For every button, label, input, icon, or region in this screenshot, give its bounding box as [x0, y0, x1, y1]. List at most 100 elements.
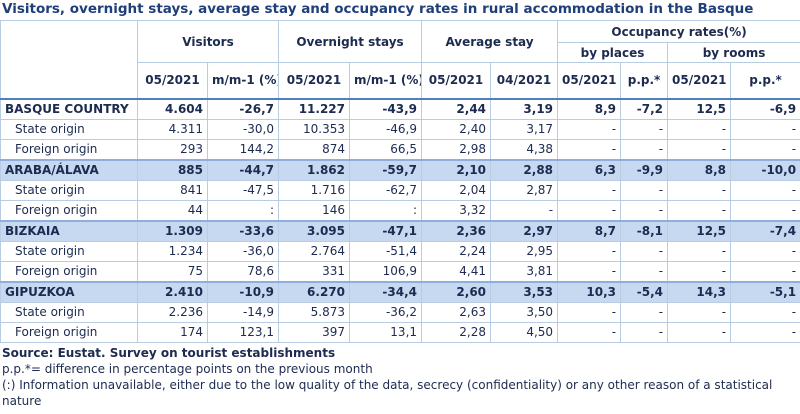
column-header: m/m-1 (%)	[207, 62, 279, 99]
cell: -14,9	[207, 301, 279, 323]
cell: 3,32	[421, 199, 492, 221]
column-header: m/m-1 (%)	[348, 62, 423, 99]
cell: -36,2	[348, 301, 423, 323]
cell: -44,7	[207, 158, 279, 181]
row-label: State origin	[0, 301, 138, 323]
cell: 2,88	[490, 158, 559, 181]
cell: 3,19	[490, 97, 559, 120]
section-row: ARABA/ÁLAVA 885 -44,7 1.862 -59,7 2,10 2,88 6,3…	[0, 158, 800, 181]
cell: 2,04	[421, 179, 492, 201]
cell: 6.270	[278, 280, 350, 303]
footnote: p.p.*= difference in percentage points o…	[2, 361, 373, 376]
cell: -	[667, 138, 732, 160]
cell: 1.862	[278, 158, 350, 181]
column-header: 05/2021	[557, 62, 622, 99]
cell: -	[667, 321, 732, 343]
cell: -	[620, 321, 669, 343]
cell: -26,7	[207, 97, 279, 120]
row-label: Foreign origin	[0, 321, 138, 343]
cell: 2,40	[421, 118, 492, 140]
subgroup-header: by places	[557, 42, 669, 63]
cell: 2,97	[490, 219, 559, 242]
cell: 123,1	[207, 321, 279, 343]
cell: -	[620, 118, 669, 140]
cell: 293	[137, 138, 208, 160]
cell: -	[557, 199, 622, 221]
cell: 12,5	[667, 97, 732, 120]
cell: 8,8	[667, 158, 732, 181]
cell: -10,0	[730, 158, 800, 181]
cell: 174	[137, 321, 208, 343]
cell: 2,98	[421, 138, 492, 160]
corner	[0, 20, 138, 99]
cell: 106,9	[348, 260, 423, 282]
cell: -	[730, 138, 800, 160]
subgroup-header: by rooms	[667, 42, 800, 63]
cell: -	[620, 301, 669, 323]
cell: 4,41	[421, 260, 492, 282]
cell: -6,9	[730, 97, 800, 120]
column-header: 05/2021	[667, 62, 732, 99]
cell: -	[730, 260, 800, 282]
cell: 3.095	[278, 219, 350, 242]
column-header: 04/2021	[490, 62, 559, 99]
cell: 2.764	[278, 240, 350, 262]
cell: -33,6	[207, 219, 279, 242]
cell: -	[620, 199, 669, 221]
cell: -46,9	[348, 118, 423, 140]
cell: 2,28	[421, 321, 492, 343]
row-label: State origin	[0, 240, 138, 262]
row-label: Foreign origin	[0, 138, 138, 160]
cell: 12,5	[667, 219, 732, 242]
cell: -	[557, 301, 622, 323]
cell: -47,5	[207, 179, 279, 201]
cell: -	[620, 179, 669, 201]
cell: -	[557, 240, 622, 262]
cell: -7,4	[730, 219, 800, 242]
cell: 44	[137, 199, 208, 221]
cell: 75	[137, 260, 208, 282]
cell: -	[667, 118, 732, 140]
sub-row: State origin 2.236 -14,9 5.873 -36,2 2,63 3,50…	[0, 301, 800, 323]
cell: -5,4	[620, 280, 669, 303]
cell: 10,3	[557, 280, 622, 303]
group-header: Visitors	[137, 20, 279, 63]
group-header: Occupancy rates(%)	[557, 20, 800, 43]
cell: -59,7	[348, 158, 423, 181]
cell: :	[207, 199, 279, 221]
cell: 1.309	[137, 219, 208, 242]
cell: 8,9	[557, 97, 622, 120]
cell: -	[557, 138, 622, 160]
source: Source: Eustat. Survey on tourist establ…	[2, 345, 336, 360]
sub-row: Foreign origin 44:146:3,32- - - - -	[0, 199, 800, 221]
cell: 2,24	[421, 240, 492, 262]
cell: 2,36	[421, 219, 492, 242]
footnotes: Source: Eustat. Survey on tourist establ…	[0, 343, 800, 409]
section-row: BIZKAIA 1.309 -33,6 3.095 -47,1 2,36 2,97 8,7 -8…	[0, 219, 800, 242]
cell: 2,95	[490, 240, 559, 262]
cell: -43,9	[348, 97, 423, 120]
cell: -	[667, 260, 732, 282]
cell: -51,4	[348, 240, 423, 262]
cell: 4,38	[490, 138, 559, 160]
row-label: BASQUE COUNTRY	[0, 97, 138, 120]
sub-row: State origin 1.234 -36,0 2.764 -51,4 2,24 2,95…	[0, 240, 800, 262]
cell: -	[730, 179, 800, 201]
cell: -	[730, 321, 800, 343]
cell: 3,81	[490, 260, 559, 282]
cell: 885	[137, 158, 208, 181]
sub-row: Foreign origin 293 144,2 874 66,5 2,98 4,38- - -…	[0, 138, 800, 160]
cell: -	[557, 260, 622, 282]
cell: 4.311	[137, 118, 208, 140]
cell: -	[557, 179, 622, 201]
row-label: GIPUZKOA	[0, 280, 138, 303]
cell: -	[730, 118, 800, 140]
cell: -	[620, 260, 669, 282]
column-header: 05/2021	[137, 62, 208, 99]
cell: 8,7	[557, 219, 622, 242]
cell: -34,4	[348, 280, 423, 303]
cell: 5.873	[278, 301, 350, 323]
cell: 2.410	[137, 280, 208, 303]
cell: 2.236	[137, 301, 208, 323]
